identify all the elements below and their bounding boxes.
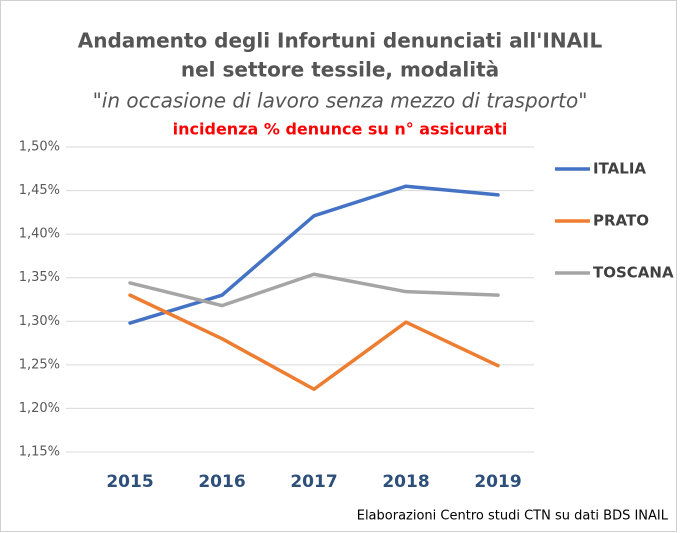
y-tick-label: 1,30%: [19, 314, 60, 329]
chart-title: nel settore tessile, modalità: [181, 58, 499, 82]
chart-title: Andamento degli Infortuni denunciati all…: [78, 29, 603, 53]
y-tick-label: 1,35%: [19, 270, 60, 285]
y-tick-label: 1,15%: [19, 445, 60, 460]
y-tick-label: 1,40%: [19, 227, 60, 242]
source: Elaborazioni Centro studi CTN su dati BD…: [357, 509, 669, 524]
x-tick-label: 2017: [290, 472, 337, 492]
y-tick-label: 1,20%: [19, 401, 60, 416]
y-tick-label: 1,50%: [19, 140, 60, 155]
line: [128, 184, 500, 325]
x-tick-label: 2015: [106, 472, 153, 492]
line: [128, 272, 500, 308]
legend-label: PRATO: [593, 212, 649, 230]
x-tick-label: 2019: [474, 472, 521, 492]
y-tick-label: 1,25%: [19, 357, 60, 372]
chart-subtitle: "in occasione di lavoro senza mezzo di t…: [93, 89, 588, 113]
x-tick-label: 2018: [382, 472, 429, 492]
annotation: incidenza % denunce su n° assicurati: [173, 120, 508, 139]
x-tick-label: 2016: [198, 472, 245, 492]
legend-label: TOSCANA: [593, 264, 674, 282]
y-tick-label: 1,45%: [19, 183, 60, 198]
legend-label: ITALIA: [593, 160, 646, 178]
line: [128, 293, 500, 392]
